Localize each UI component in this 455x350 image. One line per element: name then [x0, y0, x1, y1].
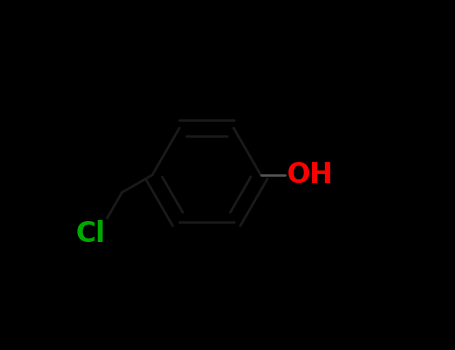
- Text: Cl: Cl: [76, 220, 105, 248]
- Text: OH: OH: [286, 161, 333, 189]
